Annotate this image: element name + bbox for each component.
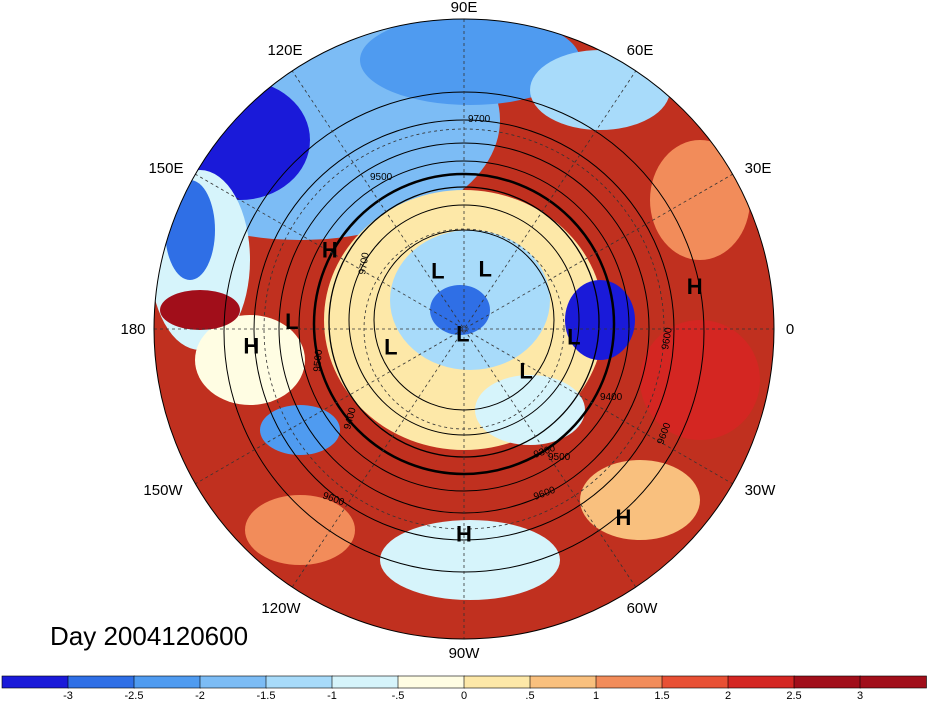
low-pressure-marker: L bbox=[384, 334, 397, 359]
lon-label-60w: 60W bbox=[627, 600, 659, 617]
graticule bbox=[154, 19, 774, 639]
high-pressure-marker: H bbox=[615, 505, 631, 530]
low-pressure-marker: L bbox=[456, 322, 469, 347]
colorbar-bin bbox=[529, 675, 597, 689]
pressure-system-markers: H L H L L L L L L H H H bbox=[243, 237, 702, 546]
colorbar-tick-label: 1.5 bbox=[654, 690, 669, 702]
lon-label-60e: 60E bbox=[627, 42, 654, 59]
colorbar-tick-label: -2.5 bbox=[125, 690, 144, 702]
colorbar-tick-label: -1.5 bbox=[257, 690, 276, 702]
contour-labels: 9700 9500 9700 9600 9400 9600 9300 9600 … bbox=[312, 114, 675, 509]
colorbar-tick-label: .5 bbox=[525, 690, 534, 702]
colorbar-tick-label: -3 bbox=[63, 690, 73, 702]
lon-label-30e: 30E bbox=[745, 160, 772, 177]
low-pressure-marker: L bbox=[519, 358, 532, 383]
lon-label-30w: 30W bbox=[745, 482, 777, 499]
colorbar-tick-label: -1 bbox=[327, 690, 337, 702]
colorbar-bin bbox=[793, 675, 861, 689]
lon-label-150e: 150E bbox=[148, 160, 183, 177]
contour-label: 9700 bbox=[468, 114, 491, 125]
lon-label-120e: 120E bbox=[267, 42, 302, 59]
low-pressure-marker: L bbox=[567, 324, 580, 349]
lon-label-0: 0 bbox=[786, 321, 794, 338]
contour-label: 9600 bbox=[660, 326, 675, 350]
colorbar-bin bbox=[1, 675, 69, 689]
colorbar-tick-label: 3 bbox=[857, 690, 863, 702]
high-pressure-marker: H bbox=[687, 274, 703, 299]
contour-label: 9400 bbox=[600, 392, 623, 403]
colorbar-bin bbox=[397, 675, 465, 689]
map-boundary bbox=[153, 18, 775, 640]
colorbar-bin bbox=[265, 675, 333, 689]
high-pressure-marker: H bbox=[243, 333, 259, 358]
contour-label: 9500 bbox=[312, 349, 325, 373]
map-title: Day 2004120600 bbox=[50, 621, 248, 651]
lon-label-150w: 150W bbox=[143, 482, 183, 499]
lon-label-120w: 120W bbox=[261, 600, 301, 617]
high-pressure-marker: H bbox=[322, 237, 338, 262]
colorbar-tick-label: 1 bbox=[593, 690, 599, 702]
lon-label-90w: 90W bbox=[449, 645, 481, 662]
colorbar-tick-label: -2 bbox=[195, 690, 205, 702]
colorbar-bin bbox=[67, 675, 135, 689]
colorbar-tick-label: 0 bbox=[461, 690, 467, 702]
lon-label-90e: 90E bbox=[451, 0, 478, 16]
contour-label: 9500 bbox=[548, 452, 571, 463]
high-pressure-marker: H bbox=[456, 522, 472, 547]
low-pressure-marker: L bbox=[285, 309, 298, 334]
colorbar-tick-label: -.5 bbox=[392, 690, 405, 702]
colorbar-bin bbox=[199, 675, 267, 689]
longitude-labels: 90E 120E 60E 150E 30E 180 0 150W 30W 120… bbox=[120, 0, 794, 662]
colorbar-bin bbox=[859, 675, 927, 689]
colorbar-tick-label: 2.5 bbox=[786, 690, 801, 702]
colorbar-bin bbox=[661, 675, 729, 689]
colorbar-tick-label: 2 bbox=[725, 690, 731, 702]
colorbar-bin bbox=[595, 675, 663, 689]
contour-label: 9500 bbox=[370, 172, 393, 183]
colorbar-bin bbox=[331, 675, 399, 689]
lon-label-180: 180 bbox=[120, 321, 145, 338]
colorbar-bin bbox=[133, 675, 201, 689]
contour-label: 9700 bbox=[357, 251, 372, 275]
anomaly-shading bbox=[154, 19, 774, 639]
low-pressure-marker: L bbox=[431, 259, 444, 284]
low-pressure-marker: L bbox=[478, 257, 491, 282]
colorbar: -3 -2.5 -2 -1.5 -1 -.5 0 .5 1 1.5 2 2.5 3 bbox=[1, 675, 927, 702]
colorbar-bin bbox=[727, 675, 795, 689]
colorbar-bin bbox=[463, 675, 531, 689]
